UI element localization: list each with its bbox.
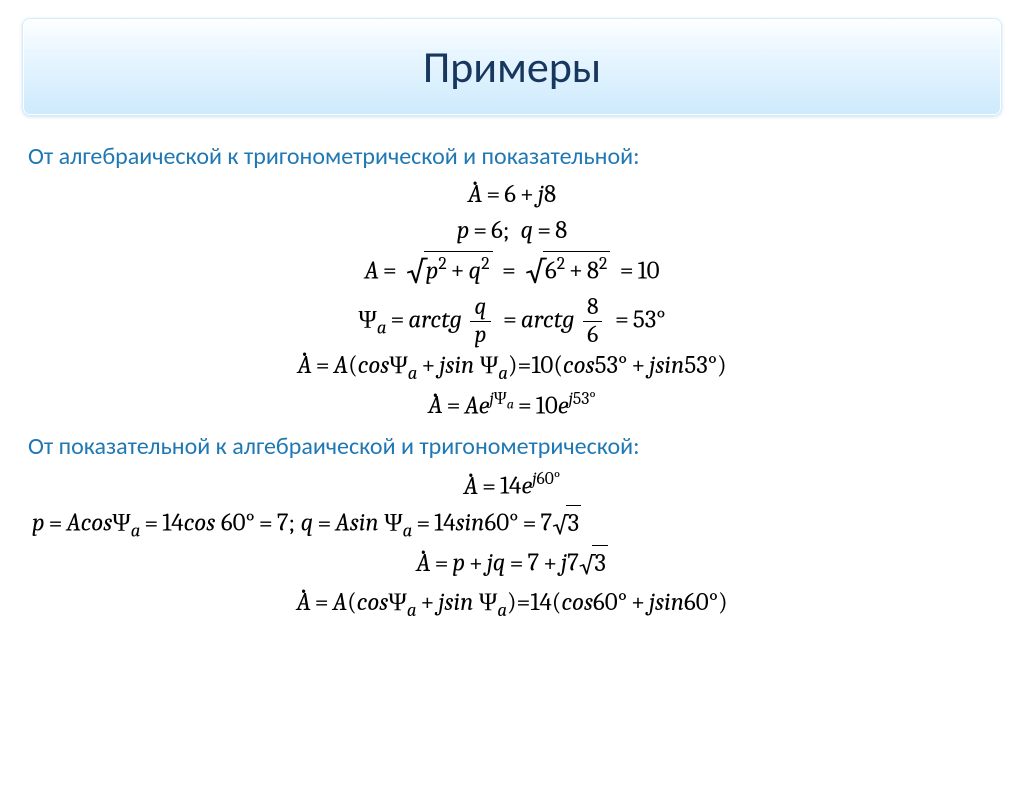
eq-angle: Ψa=arctg qp =arctg 86 =53° — [28, 295, 996, 348]
math-block-2: A=14ej60° p=AcosΨa=14cos 60°=7; q=Asin Ψ… — [28, 467, 996, 623]
eq-pq-2: p=AcosΨa=14cos 60°=7; q=Asin Ψa=14sin60°… — [28, 505, 996, 545]
eq-magnitude: A= √p2+q2 = √62+82 =10 — [28, 250, 996, 295]
eq-alg-2: A=p+jq=7+j7√3 — [28, 545, 996, 585]
eq-exp-1: A=AejΨa=10ej53° — [28, 387, 996, 425]
slide-title-bar: Примеры — [22, 18, 1002, 116]
math-block-1: A=6+j8 p=6; q=8 A= √p2+q2 = √62+82 =10 Ψ… — [28, 177, 996, 424]
section-1-heading: От алгебраической к тригонометрической и… — [28, 142, 996, 171]
eq-pq: p=6; q=8 — [28, 213, 996, 249]
eq-given-2: A=14ej60° — [28, 467, 996, 505]
eq-trig-1: A=A(cosΨa+jsin Ψa)=10(cos53°+jsin53°) — [28, 348, 996, 387]
slide-content: От алгебраической к тригонометрической и… — [0, 116, 1024, 624]
section-2-heading: От показательной к алгебраической и триг… — [28, 432, 996, 461]
eq-trig-2: A=A(cosΨa+jsin Ψa)=14(cos60°+jsin60°) — [28, 585, 996, 624]
eq-given-1: A=6+j8 — [28, 177, 996, 213]
slide-title: Примеры — [423, 40, 601, 94]
